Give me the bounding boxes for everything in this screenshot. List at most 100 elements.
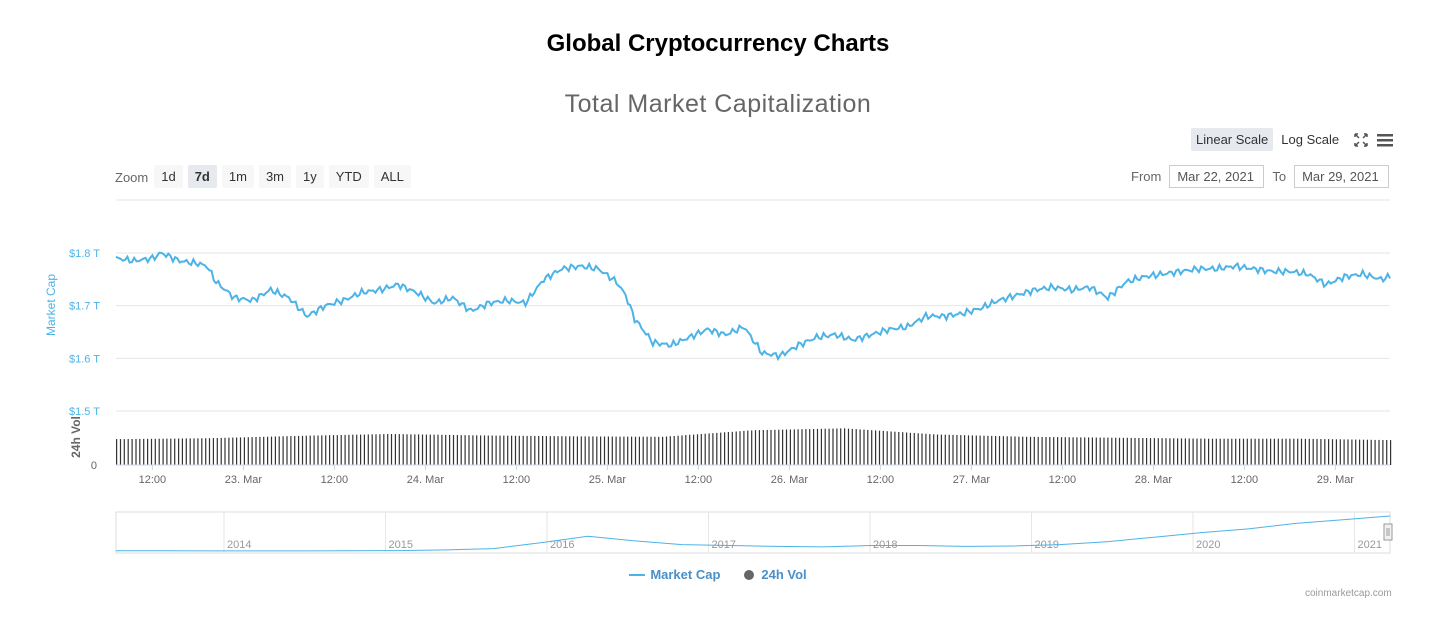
zoom-button-1y[interactable]: 1y xyxy=(296,165,324,188)
volume-bar xyxy=(863,429,865,465)
volume-bar xyxy=(1204,438,1206,465)
volume-bar xyxy=(1041,437,1043,465)
volume-bar xyxy=(1355,439,1357,466)
volume-bar xyxy=(677,435,679,465)
volume-bar xyxy=(325,435,327,465)
volume-bar xyxy=(301,435,304,465)
volume-bar xyxy=(329,435,331,465)
menu-icon[interactable] xyxy=(1375,130,1395,150)
volume-bar xyxy=(553,436,555,465)
volume-bar xyxy=(375,434,377,465)
volume-bar xyxy=(511,435,513,465)
volume-bar xyxy=(305,435,307,465)
volume-bar xyxy=(162,438,164,465)
to-date-input[interactable]: Mar 29, 2021 xyxy=(1294,165,1390,188)
volume-bar xyxy=(1068,437,1070,465)
volume-bar xyxy=(828,428,830,465)
volume-bar xyxy=(1316,438,1318,465)
x-tick-label: 12:00 xyxy=(1049,474,1077,486)
volume-bar xyxy=(669,436,671,465)
volume-bar xyxy=(1010,436,1012,465)
volume-bar xyxy=(150,438,153,465)
volume-bar xyxy=(1111,437,1113,465)
volume-bar xyxy=(580,436,582,465)
volume-bar xyxy=(487,435,489,465)
y-axis-title: Market Cap xyxy=(44,274,58,336)
x-tick-label: 24. Mar xyxy=(407,474,445,486)
volume-bar xyxy=(1390,440,1392,465)
volume-bar xyxy=(956,435,958,465)
volume-bar xyxy=(1018,436,1020,465)
volume-bar xyxy=(1366,439,1368,465)
log-scale-button[interactable]: Log Scale xyxy=(1281,132,1340,147)
volume-bar xyxy=(232,437,234,465)
volume-bar xyxy=(1014,436,1016,465)
scale-controls: Linear Scale Log Scale xyxy=(1191,128,1395,151)
volume-bar xyxy=(321,435,323,465)
zoom-button-7d[interactable]: 7d xyxy=(187,165,217,188)
volume-bar xyxy=(855,429,857,465)
volume-bar xyxy=(611,436,613,465)
zoom-button-1d[interactable]: 1d xyxy=(154,165,183,188)
volume-bar xyxy=(1080,437,1082,465)
volume-bar xyxy=(1273,438,1275,465)
legend-item-market-cap[interactable]: Market Cap xyxy=(629,567,720,582)
volume-bar xyxy=(317,435,319,465)
volume-bar xyxy=(727,432,729,465)
volume-bar xyxy=(545,436,547,465)
navigator-handle[interactable] xyxy=(1383,523,1393,541)
from-date-input[interactable]: Mar 22, 2021 xyxy=(1169,165,1265,188)
volume-bar xyxy=(398,434,400,465)
volume-bar xyxy=(251,437,253,465)
volume-bar xyxy=(243,437,245,465)
volume-bar xyxy=(437,434,439,465)
volume-bar xyxy=(1242,438,1245,465)
volume-bar xyxy=(1331,439,1334,465)
volume-bar xyxy=(634,436,637,465)
x-tick-label: 26. Mar xyxy=(771,474,809,486)
volume-bar xyxy=(917,433,919,465)
volume-bar xyxy=(844,428,846,465)
volume-bar xyxy=(139,438,141,465)
volume-bar xyxy=(421,434,424,465)
volume-bar xyxy=(1382,440,1384,465)
zoom-button-3m[interactable]: 3m xyxy=(258,165,291,188)
volume-bar xyxy=(1370,439,1372,465)
volume-bar xyxy=(1177,438,1179,465)
zoom-button-all[interactable]: ALL xyxy=(373,165,411,188)
volume-bar xyxy=(1339,439,1341,465)
volume-bar xyxy=(1033,436,1035,465)
volume-bar xyxy=(1324,439,1326,465)
volume-bar xyxy=(1254,438,1256,465)
volume-bar xyxy=(1200,438,1202,465)
linear-scale-button[interactable]: Linear Scale xyxy=(1191,128,1274,151)
volume-bar xyxy=(646,436,648,465)
volume-bar xyxy=(913,433,915,465)
navigator-year-label: 2020 xyxy=(1196,539,1220,551)
volume-bar xyxy=(685,435,687,465)
volume-bar xyxy=(193,438,195,465)
credits-link[interactable]: coinmarketcap.com xyxy=(1305,588,1392,599)
volume-bar xyxy=(1006,436,1008,465)
zoom-button-ytd[interactable]: YTD xyxy=(328,165,369,188)
volume-bar xyxy=(847,428,850,465)
volume-bar xyxy=(1235,438,1237,465)
volume-bar xyxy=(1053,437,1055,465)
fullscreen-icon[interactable] xyxy=(1351,130,1371,150)
volume-bar xyxy=(530,435,532,465)
zoom-button-1m[interactable]: 1m xyxy=(221,165,254,188)
market-cap-line[interactable] xyxy=(115,251,1391,362)
volume-bar xyxy=(576,436,578,465)
volume-bar xyxy=(402,434,404,465)
volume-bar xyxy=(534,435,536,465)
volume-bar xyxy=(247,437,249,465)
x-tick-label: 12:00 xyxy=(685,474,713,486)
volume-bar xyxy=(894,431,896,465)
volume-bar xyxy=(239,437,242,465)
volume-bar xyxy=(394,434,396,465)
legend-item-volume[interactable]: 24h Vol xyxy=(744,567,807,582)
volume-bar xyxy=(1149,438,1152,465)
page-heading: Global Cryptocurrency Charts xyxy=(546,30,890,57)
volume-bar xyxy=(456,435,458,465)
